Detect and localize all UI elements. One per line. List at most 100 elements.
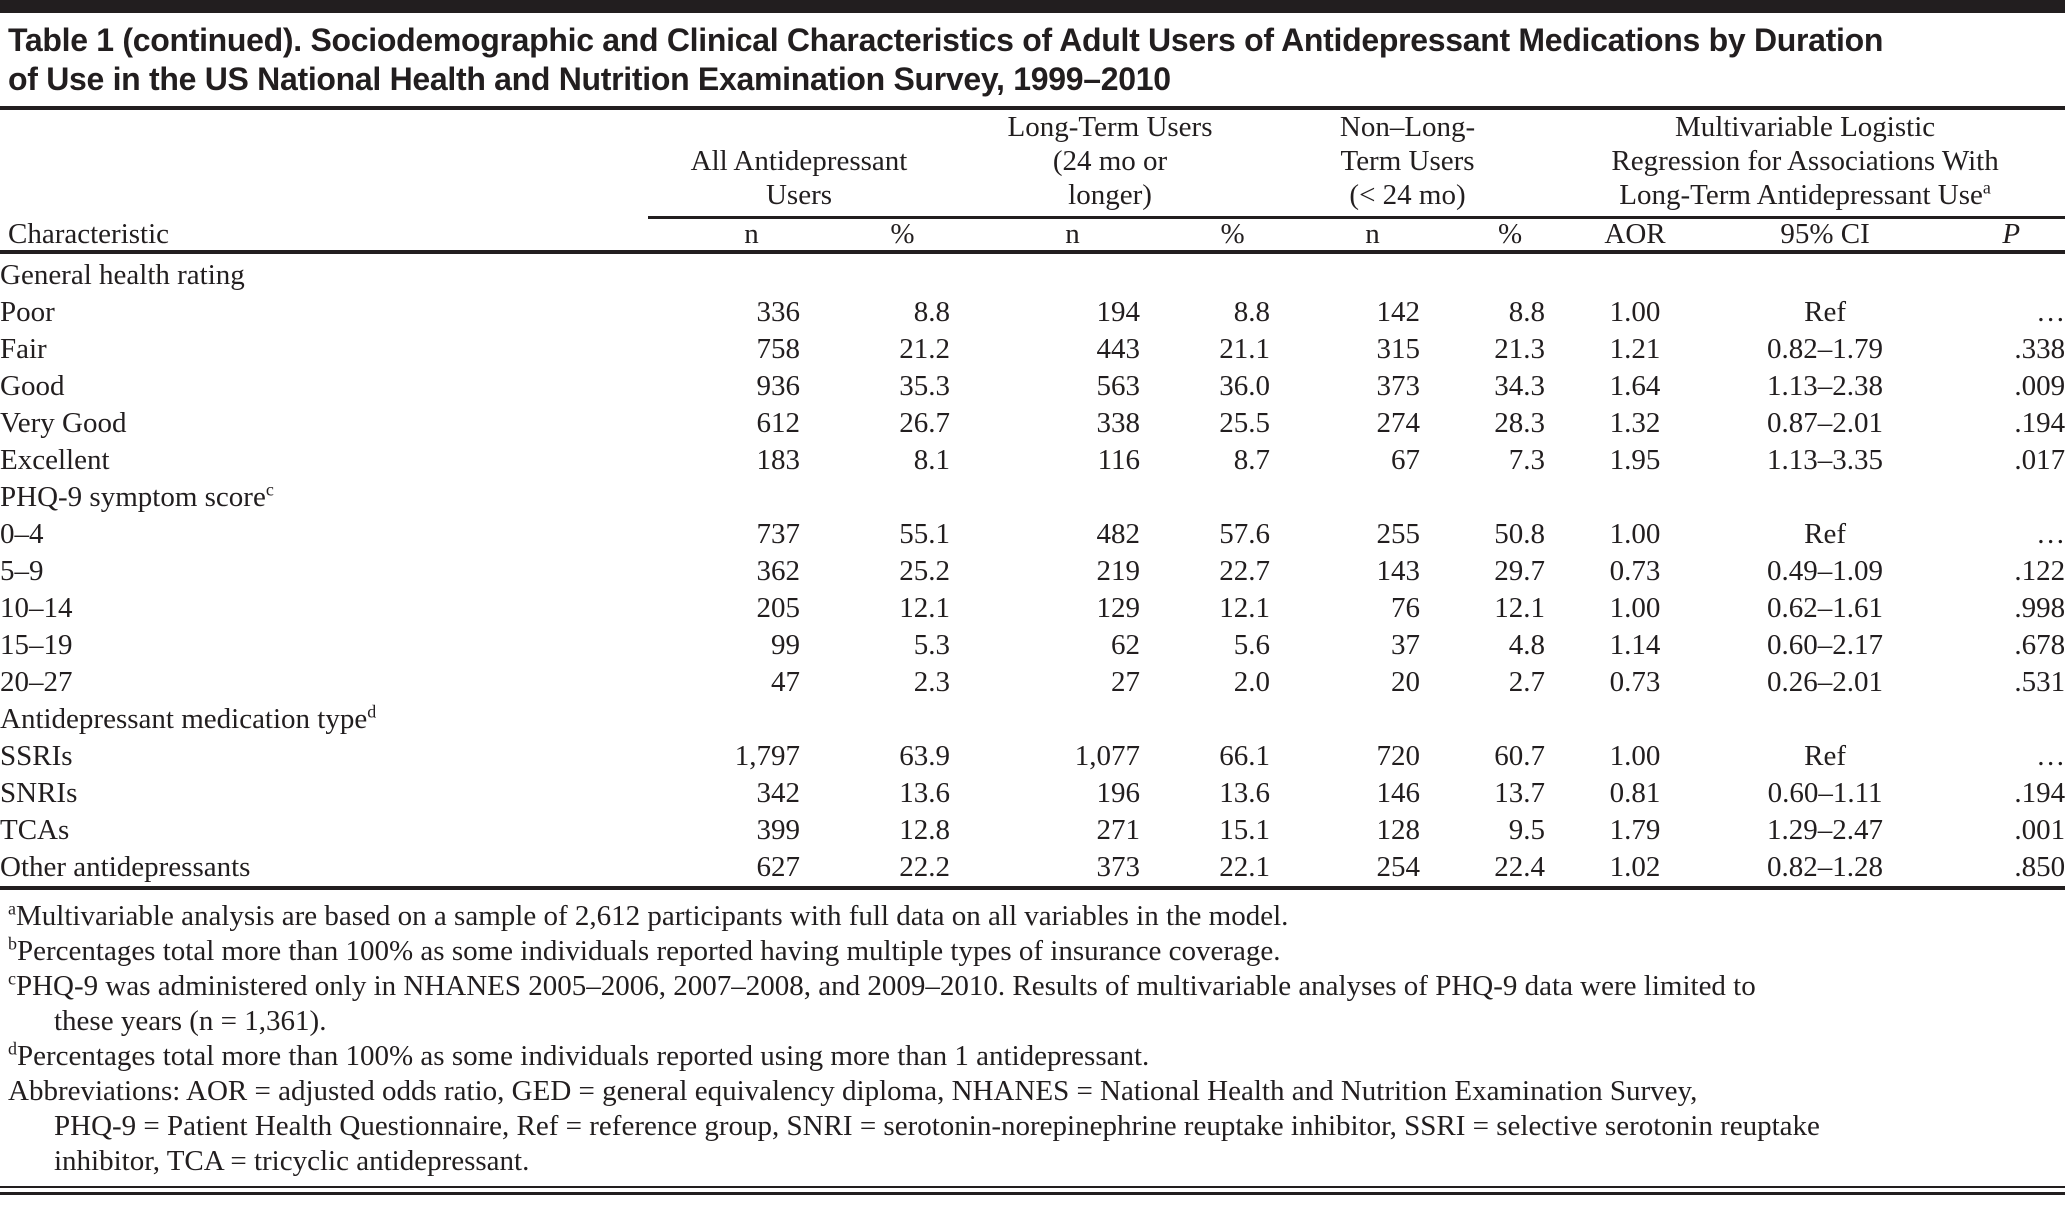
table-cell: .531 <box>2014 666 2065 698</box>
table-cell: 1.13–2.38 <box>1767 370 1884 402</box>
table-cell: 443 <box>1096 333 1141 365</box>
table-cell: 142 <box>1376 296 1421 328</box>
table-cell: 219 <box>1096 555 1141 587</box>
table-cell: 129 <box>1096 592 1141 624</box>
column-group-header: Multivariable Logistic Regression for Ass… <box>1545 110 2065 219</box>
table-cell: 116 <box>1097 444 1141 476</box>
table-cell: 373 <box>1096 851 1141 883</box>
table-cell: 1.14 <box>1609 629 1661 661</box>
footnote-marker: a <box>8 898 16 919</box>
table-cell: 146 <box>1376 777 1421 809</box>
table-cell: 737 <box>756 518 801 550</box>
table-bottom-rule <box>0 1186 2065 1195</box>
table-cell: 7.3 <box>1508 444 1546 476</box>
table-cell: 627 <box>756 851 801 883</box>
table-cell: 55.1 <box>899 518 951 550</box>
table-cell: 2.7 <box>1508 666 1546 698</box>
column-group-label: Non–Long- Term Users (< 24 mo) <box>1270 110 1546 219</box>
table-cell: 342 <box>756 777 801 809</box>
table-cell: 57.6 <box>1219 518 1271 550</box>
row-label: 20–27 <box>0 666 73 698</box>
table-cell: 1.00 <box>1609 518 1661 550</box>
table-cell: 373 <box>1376 370 1421 402</box>
table-row: 10–14 205 12.1 129 12.1 76 12.1 1.00 0.62–1.61 .9… <box>0 590 2065 627</box>
table-cell: 0.87–2.01 <box>1767 407 1884 439</box>
table-cell: 362 <box>756 555 801 587</box>
table-row: Other antidepressants 627 22.2 373 22.1 254 22… <box>0 849 2065 888</box>
row-label: Very Good <box>0 407 127 439</box>
table-cell: 5.3 <box>913 629 951 661</box>
table-cell: .017 <box>2014 444 2065 476</box>
table-cell: .001 <box>2014 814 2065 846</box>
table-cell: 22.1 <box>1219 851 1271 883</box>
table-cell: 22.7 <box>1219 555 1271 587</box>
table-cell: 5.6 <box>1233 629 1271 661</box>
table-cell: .850 <box>2014 851 2065 883</box>
row-label: Other antidepressants <box>0 851 251 883</box>
table-cell: 62 <box>1111 629 1141 661</box>
column-group-label-line: Term Users <box>1340 145 1475 177</box>
table-cell: 63.9 <box>899 740 951 772</box>
table-cell: 1.02 <box>1609 851 1661 883</box>
column-group-label-line: (< 24 mo) <box>1349 179 1466 211</box>
section-label: General health rating <box>0 259 245 291</box>
table-cell: 194 <box>1096 296 1141 328</box>
table-cell: .998 <box>2014 592 2065 624</box>
table-cell: 13.6 <box>1219 777 1271 809</box>
column-group-label-line: Long-Term Users <box>1007 111 1213 143</box>
table-cell: 28.3 <box>1494 407 1546 439</box>
row-label: 5–9 <box>0 555 44 587</box>
table-cell: 0.60–1.11 <box>1767 777 1883 809</box>
table-cell: 12.1 <box>1219 592 1271 624</box>
table-row: 0–4 737 55.1 482 57.6 255 50.8 1.00 Ref… <box>0 516 2065 553</box>
table-cell: 1.13–3.35 <box>1767 444 1884 476</box>
table-cell: 0.49–1.09 <box>1767 555 1884 587</box>
column-group-label-line: Regression for Associations With <box>1611 145 1999 177</box>
table-cell: 1.29–2.47 <box>1767 814 1884 846</box>
table-cell: 0.81 <box>1609 777 1661 809</box>
footnote-line: cPHQ-9 was administered only in NHANES 2… <box>8 968 1756 1002</box>
table-row: 15–19 99 5.3 62 5.6 37 4.8 1.14 0.60–2.17 .678 <box>0 627 2065 664</box>
table-cell: 8.8 <box>913 296 951 328</box>
table-cell: 254 <box>1376 851 1421 883</box>
table-row: Fair 758 21.2 443 21.1 315 21.3 1.21 0.82–1.79 .3… <box>0 331 2065 368</box>
table-cell: 271 <box>1096 814 1141 846</box>
table-cell: 4.8 <box>1508 629 1546 661</box>
table-cell: 8.8 <box>1233 296 1271 328</box>
table-cell: 76 <box>1391 592 1421 624</box>
table-cell: 8.7 <box>1233 444 1271 476</box>
table-cell: 399 <box>756 814 801 846</box>
section-label: PHQ-9 symptom scorec <box>0 479 274 513</box>
section-row: Antidepressant medication typed <box>0 701 2065 738</box>
column-group-header: Long-Term Users (24 mo or longer) <box>950 110 1271 219</box>
column-group-row: All Antidepressant Users Long-Term Users (2… <box>0 110 2065 219</box>
table-cell: 612 <box>756 407 801 439</box>
row-label: SNRIs <box>0 777 78 809</box>
table-cell: .009 <box>2014 370 2065 402</box>
table-cell: 936 <box>756 370 801 402</box>
table-cell: 758 <box>756 333 801 365</box>
footnote-line: bPercentages total more than 100% as som… <box>8 933 1281 967</box>
table-cell: 35.3 <box>899 370 951 402</box>
table-cell: 255 <box>1376 518 1421 550</box>
table-cell: 20 <box>1391 666 1421 698</box>
table-cell: 1.79 <box>1609 814 1661 846</box>
footnote-marker: c <box>8 968 16 989</box>
table-cell: 128 <box>1376 814 1421 846</box>
table-cell: 0.82–1.79 <box>1767 333 1884 365</box>
footnote-marker: d <box>367 701 377 722</box>
table-cell: 196 <box>1096 777 1141 809</box>
column-group-label: Long-Term Users (24 mo or longer) <box>950 110 1271 219</box>
table-cell: 274 <box>1376 407 1421 439</box>
table-cell: 12.8 <box>899 814 951 846</box>
column-group-label-line: (24 mo or <box>1052 145 1168 177</box>
row-label: Good <box>0 370 65 402</box>
table-row: Excellent 183 8.1 116 8.7 67 7.3 1.95 1.13–3.35.… <box>0 442 2065 479</box>
table-title-line: Table 1 (continued). Sociodemographic an… <box>8 22 1884 58</box>
table-cell: 21.3 <box>1494 333 1546 365</box>
row-label: SSRIs <box>0 740 73 772</box>
table-row: TCAs 399 12.8 271 15.1 128 9.5 1.79 1.29–2.47 .00… <box>0 812 2065 849</box>
row-label: Fair <box>0 333 47 365</box>
table-cell: 1.00 <box>1609 296 1661 328</box>
table-row: SSRIs 1,797 63.9 1,077 66.1 720 60.7 1.00 Ref… <box>0 738 2065 775</box>
